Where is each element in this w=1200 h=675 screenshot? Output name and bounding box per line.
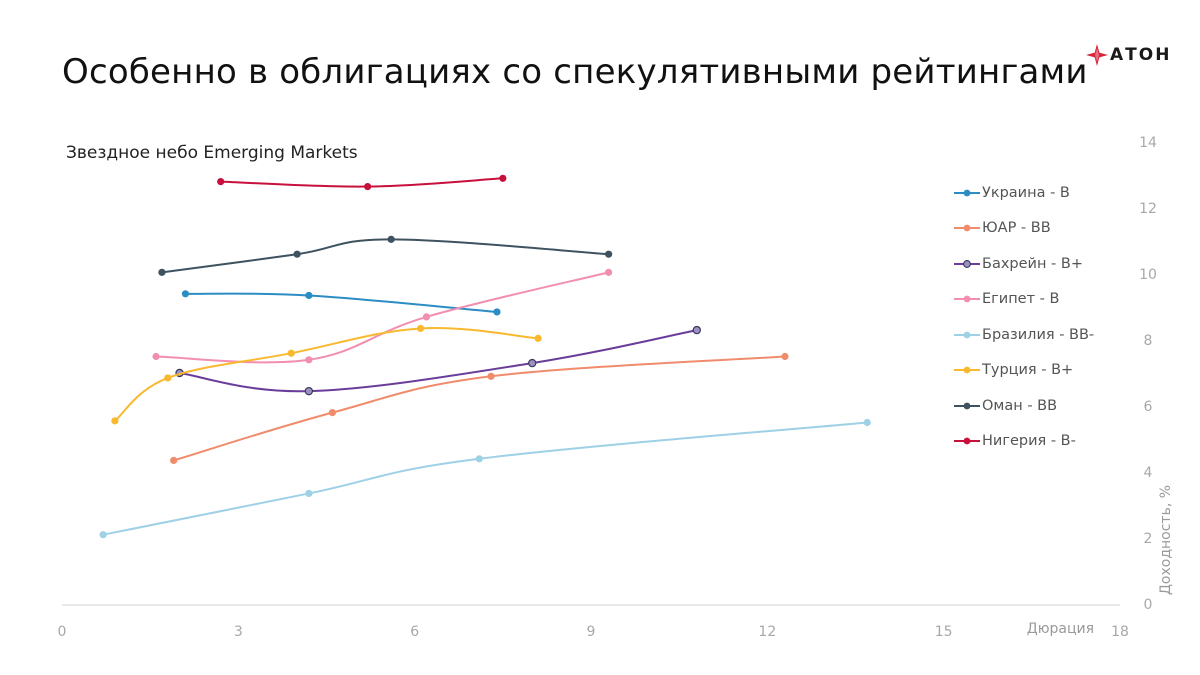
- data-point: [305, 291, 313, 300]
- data-point: [364, 182, 372, 191]
- y-tick-label: 6: [1144, 399, 1153, 415]
- data-point: [305, 489, 313, 498]
- legend-item: Украина - B: [954, 175, 1094, 211]
- legend-swatch: [954, 189, 980, 197]
- aton-logo: АТОН: [1086, 44, 1171, 66]
- legend-swatch: [954, 402, 980, 410]
- data-point: [287, 349, 295, 357]
- series-line: [114, 327, 539, 422]
- legend-swatch: [954, 224, 980, 232]
- page-title: Особенно в облигациях со спекулятивными …: [62, 52, 1088, 92]
- series-0: [181, 290, 501, 316]
- x-tick-label: 3: [234, 624, 243, 640]
- data-point: [692, 325, 702, 335]
- series-6: [158, 235, 613, 276]
- legend-item: ЮАР - BB: [954, 211, 1094, 247]
- data-point: [217, 178, 225, 186]
- data-point: [863, 418, 871, 427]
- data-point: [475, 455, 483, 463]
- legend-label: Бахрейн - B+: [982, 255, 1083, 272]
- x-tick-label: 9: [587, 624, 596, 640]
- legend-item: Нигерия - B-: [954, 424, 1094, 460]
- data-point: [152, 352, 160, 361]
- aton-logo-text: АТОН: [1110, 45, 1172, 65]
- aton-logo-icon: [1086, 44, 1108, 66]
- series-line: [161, 238, 609, 274]
- data-point: [781, 352, 789, 361]
- legend-item: Египет - B: [954, 282, 1094, 318]
- data-point: [416, 324, 425, 333]
- x-tick-label: 18: [1111, 624, 1129, 640]
- data-point: [422, 313, 431, 321]
- data-point: [387, 235, 395, 243]
- chart-subtitle: Звездное небо Emerging Markets: [66, 143, 358, 163]
- legend-label: Нигерия - B-: [982, 433, 1076, 450]
- series-7: [217, 174, 507, 191]
- x-tick-label: 0: [58, 624, 67, 640]
- series-5: [111, 324, 542, 425]
- x-tick-label: 15: [935, 624, 953, 640]
- legend-swatch: [954, 437, 980, 445]
- y-tick-label: 8: [1144, 333, 1153, 349]
- legend-label: Украина - B: [982, 184, 1070, 201]
- data-point: [534, 334, 542, 342]
- data-point: [328, 409, 336, 417]
- x-axis-title: Дюрация: [1027, 621, 1094, 637]
- y-tick-label: 10: [1139, 267, 1157, 283]
- legend-label: Египет - B: [982, 291, 1060, 308]
- legend-label: ЮАР - BB: [982, 220, 1051, 237]
- data-point: [605, 268, 613, 276]
- legend-swatch: [954, 331, 980, 339]
- data-point: [605, 250, 613, 258]
- legend-item: Турция - B+: [954, 353, 1094, 389]
- data-point: [111, 417, 119, 425]
- data-point: [487, 372, 495, 380]
- series-3: [152, 268, 613, 364]
- series-line: [179, 329, 697, 393]
- series-line: [102, 421, 868, 536]
- series-line: [185, 292, 498, 313]
- series-1: [170, 352, 789, 465]
- data-point: [305, 356, 313, 364]
- y-tick-label: 14: [1139, 135, 1157, 151]
- y-tick-label: 0: [1144, 597, 1153, 613]
- legend-swatch: [954, 366, 980, 374]
- y-tick-label: 4: [1144, 465, 1153, 481]
- series-2: [175, 325, 702, 396]
- legend-label: Оман - BB: [982, 397, 1058, 414]
- y-tick-label: 2: [1144, 531, 1153, 547]
- series-line: [173, 355, 786, 462]
- data-point: [293, 250, 301, 258]
- x-tick-label: 12: [758, 624, 776, 640]
- chart-legend: Украина - B ЮАР - BB Бахрейн - B+ Египет - …: [954, 175, 1094, 459]
- data-point: [170, 456, 178, 465]
- legend-item: Бразилия - BB-: [954, 317, 1094, 353]
- series-line: [156, 271, 609, 364]
- x-tick-label: 6: [410, 624, 419, 640]
- legend-swatch: [954, 259, 980, 268]
- legend-swatch: [954, 295, 980, 303]
- series-4: [99, 418, 871, 539]
- data-point: [181, 290, 190, 298]
- data-point: [304, 386, 314, 396]
- data-point: [164, 374, 172, 382]
- series-line: [220, 177, 503, 188]
- data-point: [499, 174, 507, 182]
- data-point: [99, 531, 107, 539]
- y-axis-title: Доходность, %: [1158, 485, 1174, 595]
- data-point: [493, 308, 501, 316]
- legend-label: Турция - B+: [982, 362, 1074, 379]
- legend-item: Бахрейн - B+: [954, 246, 1094, 282]
- y-tick-label: 12: [1139, 201, 1157, 217]
- data-point: [158, 268, 166, 276]
- legend-label: Бразилия - BB-: [982, 326, 1095, 343]
- data-point: [528, 358, 537, 368]
- legend-item: Оман - BB: [954, 388, 1094, 424]
